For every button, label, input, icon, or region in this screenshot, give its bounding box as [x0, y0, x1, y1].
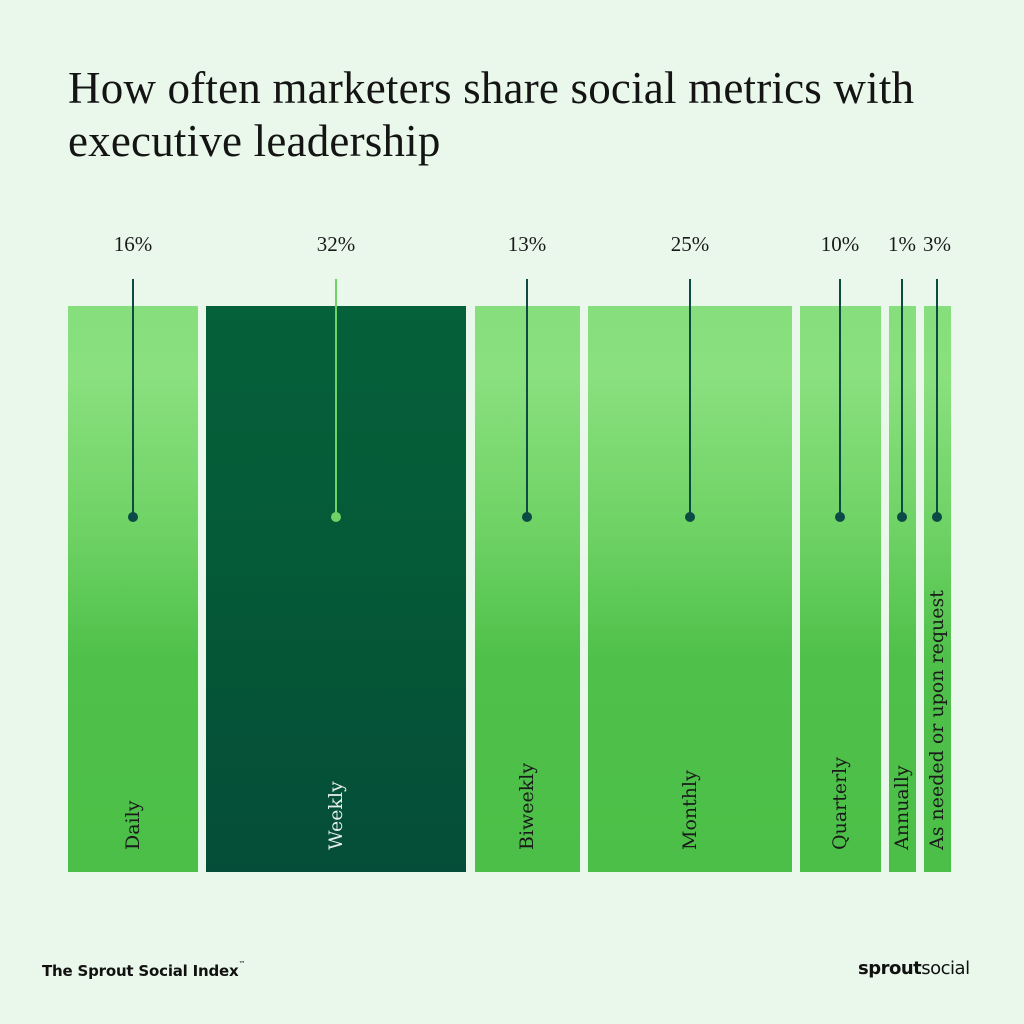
- data-label: 16%: [113, 232, 153, 256]
- data-label: 3%: [923, 232, 951, 256]
- leader-dot: [835, 512, 845, 522]
- leader-dot: [932, 512, 942, 522]
- category-label: Biweekly: [516, 762, 538, 850]
- source-text: The Sprout Social Index: [42, 962, 239, 980]
- category-label: Annually: [891, 765, 913, 850]
- logo-bold-text: sprout: [858, 958, 922, 979]
- category-label: Quarterly: [829, 757, 851, 850]
- leader-dot: [331, 512, 341, 522]
- leader-dot: [128, 512, 138, 522]
- data-label: 10%: [820, 232, 860, 256]
- source-label: The Sprout Social Index™: [42, 960, 246, 980]
- sprout-social-logo: sproutsocial: [858, 958, 970, 979]
- data-label: 25%: [670, 232, 710, 256]
- leader-line: [335, 279, 337, 517]
- leader-dot: [685, 512, 695, 522]
- logo-regular-text: social: [921, 958, 970, 979]
- leader-line: [132, 279, 134, 517]
- data-label: 1%: [888, 232, 916, 256]
- leader-line: [689, 279, 691, 517]
- leader-line: [839, 279, 841, 517]
- leader-line: [936, 279, 938, 517]
- leader-line: [901, 279, 903, 517]
- category-label: Daily: [122, 800, 144, 850]
- leader-line: [526, 279, 528, 517]
- data-label: 13%: [507, 232, 547, 256]
- data-label: 32%: [316, 232, 356, 256]
- leader-dot: [897, 512, 907, 522]
- chart-title: How often marketers share social metrics…: [68, 63, 915, 166]
- category-label: Weekly: [325, 781, 347, 850]
- trademark-symbol: ™: [238, 960, 246, 968]
- category-label: As needed or upon request: [926, 590, 948, 850]
- category-label: Monthly: [679, 770, 701, 850]
- leader-dot: [522, 512, 532, 522]
